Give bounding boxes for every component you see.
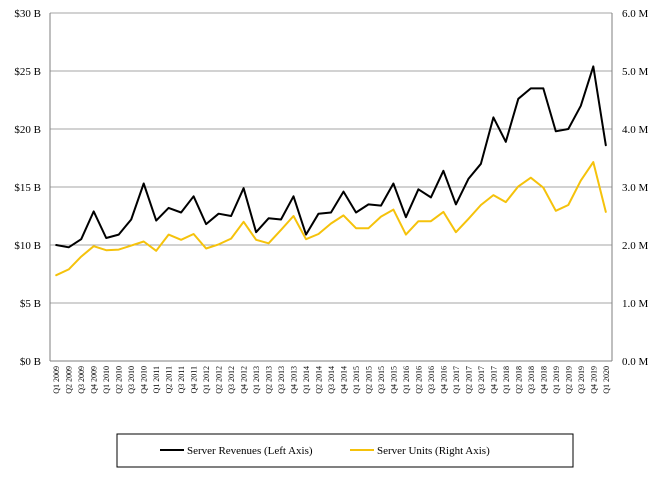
x-axis-tick-label: Q3 2015: [377, 366, 386, 394]
x-axis-tick-label: Q3 2017: [477, 366, 486, 394]
left-axis-tick-label: $15 B: [14, 182, 41, 194]
x-axis-tick-label: Q2 2010: [115, 366, 124, 394]
series-lines: [55, 65, 607, 277]
x-axis-tick-label: Q2 2012: [215, 366, 224, 394]
x-axis-tick-label: Q1 2012: [202, 366, 211, 394]
x-axis-tick-label: Q1 2009: [52, 366, 61, 394]
x-axis-tick-label: Q4 2010: [140, 366, 149, 394]
x-axis-tick-label: Q2 2014: [315, 366, 324, 394]
right-axis-tick-label: 0.0 M: [622, 356, 649, 368]
right-axis-tick-label: 4.0 M: [622, 124, 649, 136]
x-axis-tick-label: Q4 2015: [389, 366, 398, 394]
left-axis-tick-label: $25 B: [14, 66, 41, 78]
x-axis-tick-label: Q2 2011: [165, 366, 174, 393]
left-axis-tick-label: $30 B: [14, 8, 41, 20]
left-axis-tick-label: $20 B: [14, 124, 41, 136]
x-axis-tick-label: Q3 2014: [327, 366, 336, 394]
x-axis-tick-label: Q4 2014: [339, 366, 348, 394]
right-axis-tick-label: 5.0 M: [622, 66, 649, 78]
legend-entry-server-units: Server Units (Right Axis): [377, 445, 490, 457]
x-axis-tick-label: Q2 2018: [514, 366, 523, 394]
x-axis-tick-label: Q3 2012: [227, 366, 236, 394]
x-axis-tick-label: Q1 2015: [352, 366, 361, 394]
x-axis-tick-label: Q4 2019: [589, 366, 598, 394]
x-axis-tick-label: Q1 2018: [502, 366, 511, 394]
x-axis-tick-label: Q1 2016: [402, 366, 411, 394]
x-axis-tick-label: Q1 2013: [252, 366, 261, 394]
x-axis-tick-label: Q4 2018: [539, 366, 548, 394]
legend-box: [116, 433, 574, 468]
right-axis-tick-label: 1.0 M: [622, 298, 649, 310]
x-axis-tick-label: Q2 2015: [364, 366, 373, 394]
x-axis-tick-label: Q4 2013: [290, 366, 299, 394]
x-axis-tick-label: Q1 2010: [102, 366, 111, 394]
x-axis-tick-label: Q4 2009: [90, 366, 99, 394]
x-axis-tick-label: Q1 2017: [452, 366, 461, 394]
legend: Server Revenues (Left Axis) Server Units …: [116, 433, 574, 468]
x-axis-tick-label: Q3 2019: [577, 366, 586, 394]
x-axis-tick-label: Q2 2009: [65, 366, 74, 394]
left-axis-tick-label: $10 B: [14, 240, 41, 252]
x-axis-tick-label: Q2 2016: [414, 366, 423, 394]
right-axis-tick-label: 3.0 M: [622, 182, 649, 194]
right-axis-tick-label: 2.0 M: [622, 240, 649, 252]
x-axis-tick-label: Q2 2013: [265, 366, 274, 394]
left-axis-tick-labels: $0 B $5 B $10 B $15 B $20 B $25 B $30 B: [14, 8, 41, 368]
left-axis-tick-label: $5 B: [20, 298, 41, 310]
legend-entry-server-revenues: Server Revenues (Left Axis): [187, 445, 313, 457]
x-axis-tick-label: Q1 2011: [152, 366, 161, 393]
x-axis-tick-labels: Q1 2009 Q2 2009 Q3 2009 Q4 2009 Q1 2010 Q2 20…: [52, 366, 611, 394]
x-axis-tick-label: Q3 2016: [427, 366, 436, 394]
right-axis-tick-labels: 0.0 M 1.0 M 2.0 M 3.0 M 4.0 M 5.0 M 6.0 M: [622, 8, 649, 368]
x-axis-tick-label: Q4 2012: [240, 366, 249, 394]
x-axis-tick-label: Q1 2019: [552, 366, 561, 394]
x-axis-tick-label: Q3 2011: [177, 366, 186, 393]
server-units-line: [55, 161, 607, 277]
server-revenues-line: [55, 65, 607, 249]
x-axis-tick-label: Q3 2009: [77, 366, 86, 394]
x-axis-tick-label: Q4 2016: [439, 366, 448, 394]
right-axis-tick-label: 6.0 M: [622, 8, 649, 20]
left-axis-tick-label: $0 B: [20, 356, 41, 368]
x-axis-tick-label: Q1 2014: [302, 366, 311, 394]
x-axis-tick-label: Q3 2013: [277, 366, 286, 394]
x-axis-tick-label: Q2 2017: [464, 366, 473, 394]
x-axis-tick-label: Q4 2017: [489, 366, 498, 394]
x-axis-tick-label: Q1 2020: [602, 366, 611, 394]
x-axis-tick-label: Q2 2019: [564, 366, 573, 394]
x-axis-tick-label: Q4 2011: [190, 366, 199, 393]
gridlines: [49, 12, 613, 362]
x-axis-tick-label: Q3 2010: [127, 366, 136, 394]
x-axis-tick-label: Q3 2018: [527, 366, 536, 394]
